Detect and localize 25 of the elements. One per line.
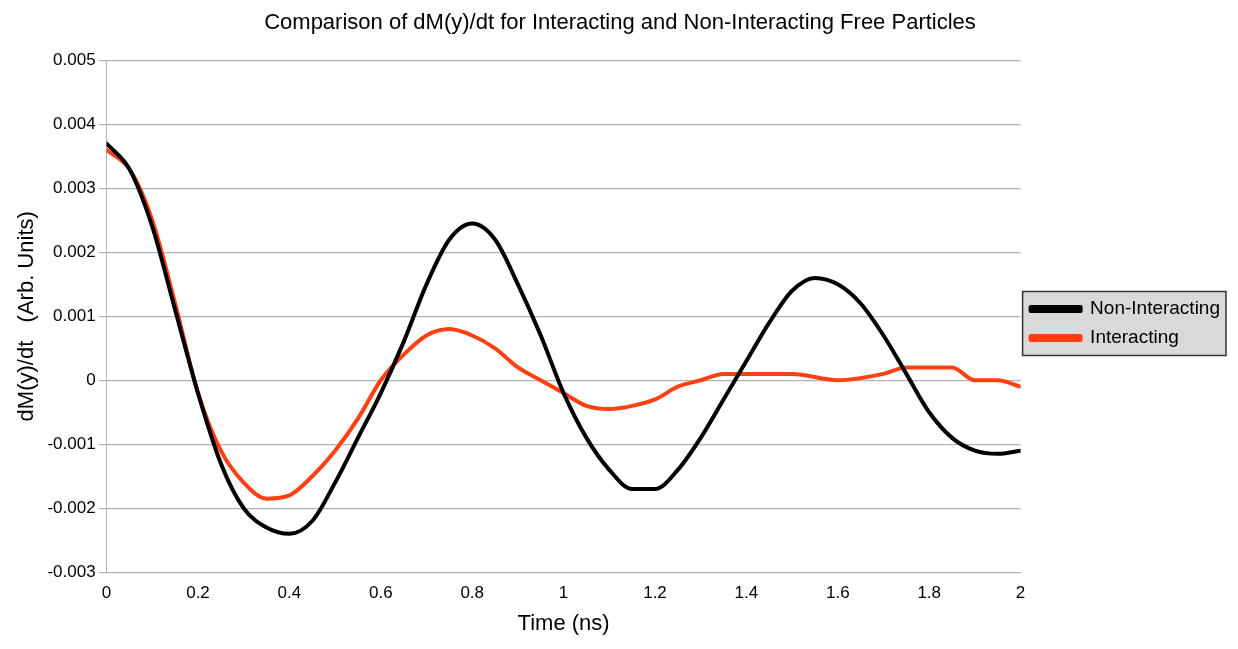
x-tick-label: 1.8 <box>917 583 942 603</box>
y-tick-label: 0 <box>86 369 96 389</box>
x-tick-label: 2 <box>1015 583 1026 603</box>
x-tick-label: 1.6 <box>825 583 850 603</box>
x-tick-label: 0.8 <box>460 583 485 603</box>
y-tick-label: -0.002 <box>47 497 96 517</box>
x-tick-label: 0.2 <box>186 583 210 603</box>
y-tick-label: -0.003 <box>47 561 96 581</box>
x-tick-label: 0.4 <box>277 583 302 603</box>
x-tick-label: 0.6 <box>368 583 393 603</box>
y-axis-title: dM(y)/dt (Arb. Units) <box>13 211 39 422</box>
x-tick-label: 1.2 <box>643 583 667 603</box>
y-tick-label: 0.002 <box>53 242 96 262</box>
legend-label: Interacting <box>1090 326 1179 348</box>
legend-label: Non-Interacting <box>1090 297 1220 319</box>
chart-title: Comparison of dM(y)/dt for Interacting and Non-Interacting Free Particles <box>264 9 976 35</box>
y-tick-label: -0.001 <box>47 433 96 453</box>
x-tick-label: 0 <box>101 583 112 603</box>
y-tick-label: 0.003 <box>53 178 96 198</box>
x-tick-label: 1 <box>558 583 569 603</box>
x-axis-title: Time (ns) <box>517 609 610 635</box>
y-tick-label: 0.004 <box>53 114 96 134</box>
y-tick-label: 0.005 <box>53 50 96 70</box>
x-tick-label: 1.4 <box>734 583 759 603</box>
y-tick-label: 0.001 <box>53 305 96 325</box>
